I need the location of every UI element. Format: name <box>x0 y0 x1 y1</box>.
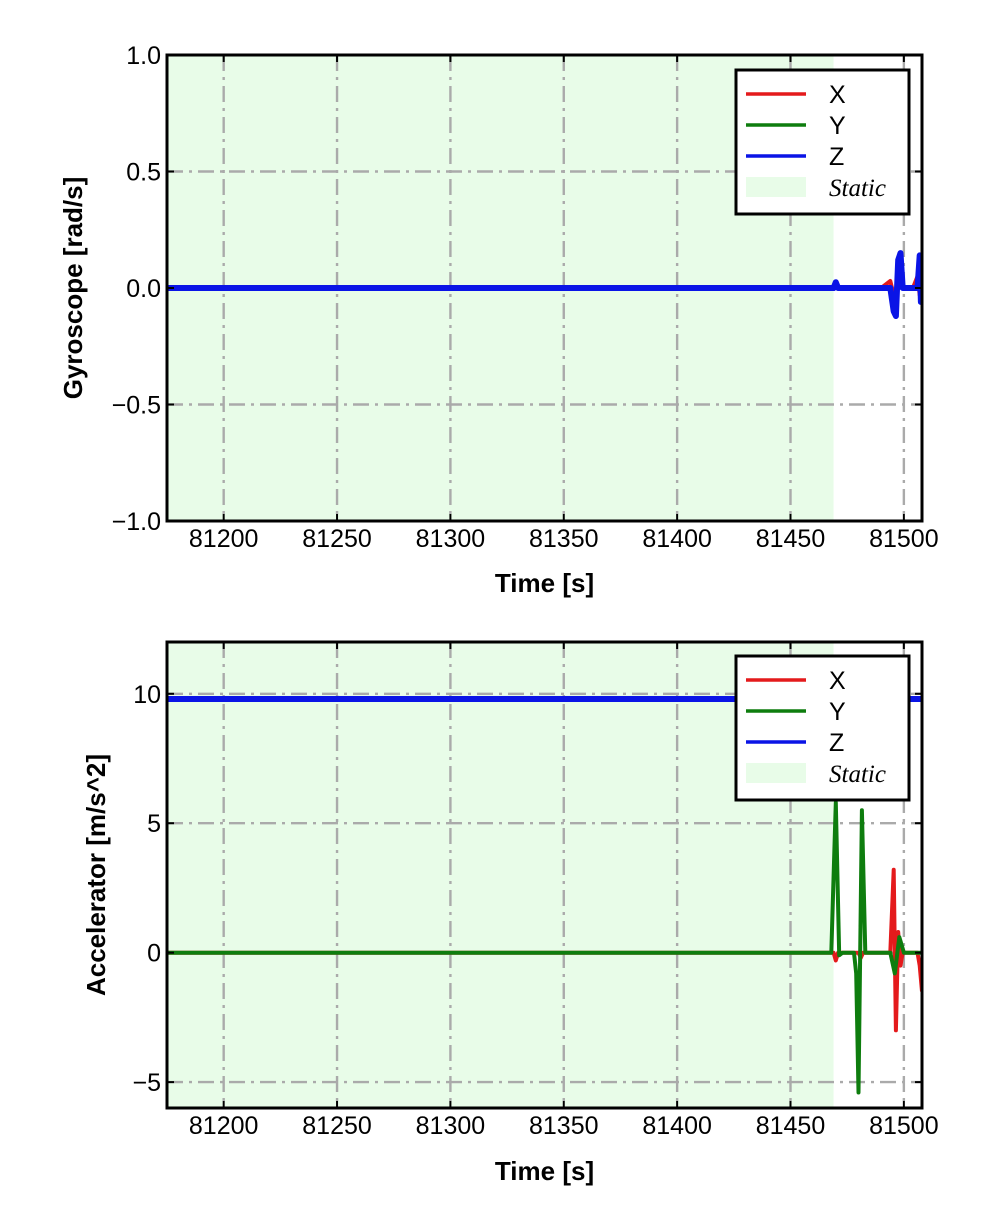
x-tick-label: 81300 <box>416 1112 486 1140</box>
y-tick-label: 0 <box>147 940 161 968</box>
y-axis-label: Gyroscope [rad/s] <box>58 177 88 400</box>
y-tick-label: −1.0 <box>112 508 161 536</box>
series-group <box>167 250 922 319</box>
y-tick-label: 10 <box>133 681 161 709</box>
y-tick-label: −0.5 <box>112 392 161 420</box>
x-tick-label: 81450 <box>756 1112 826 1140</box>
x-tick-label: 81300 <box>416 525 486 553</box>
y-tick-label: 0.0 <box>126 275 161 303</box>
x-tick-label: 81250 <box>302 525 372 553</box>
x-tick-label: 81500 <box>869 525 939 553</box>
legend-label-static: Static <box>829 175 886 202</box>
y-axis-label: Accelerator [m/s^2] <box>81 754 111 996</box>
x-axis-label: Time [s] <box>495 1156 594 1186</box>
legend-label-x: X <box>829 81 846 109</box>
legend: XYZ Static <box>734 68 911 216</box>
y-tick-label: 0.5 <box>126 159 161 187</box>
x-tick-label: 81400 <box>642 1112 712 1140</box>
accelerator-panel: 81200 81250 81300 81350 81400 81450 81500 10 5 0 −… <box>81 640 939 1186</box>
x-tick-label: 81350 <box>529 1112 599 1140</box>
legend: XYZ Static <box>734 654 911 802</box>
legend-label-static: Static <box>829 761 886 788</box>
legend-label-z: Z <box>829 729 844 757</box>
x-tick-label: 81350 <box>529 525 599 553</box>
static-region <box>167 642 834 1108</box>
gyroscope-panel: 81200 81250 81300 81350 81400 81450 81500 1.0 0.… <box>58 42 939 598</box>
y-tick-label: −5 <box>132 1069 161 1097</box>
x-tick-label: 81450 <box>756 525 826 553</box>
y-tick-label: 1.0 <box>126 42 161 70</box>
x-tick-label: 81250 <box>302 1112 372 1140</box>
axes-frame <box>165 640 924 1110</box>
x-tick-label: 81200 <box>189 1112 259 1140</box>
x-tick-label: 81400 <box>642 525 712 553</box>
legend-label-y: Y <box>829 698 846 726</box>
legend-swatch-static <box>746 177 806 197</box>
x-tick-label: 81200 <box>189 525 259 553</box>
x-tick-label: 81500 <box>869 1112 939 1140</box>
series-line-z <box>167 250 922 319</box>
legend-label-x: X <box>829 667 846 695</box>
series-line-y <box>167 800 922 1095</box>
legend-label-z: Z <box>829 143 844 171</box>
y-tick-label: 5 <box>147 810 161 838</box>
x-axis-label: Time [s] <box>495 568 594 598</box>
legend-swatch-static <box>746 763 806 783</box>
legend-label-y: Y <box>829 112 846 140</box>
